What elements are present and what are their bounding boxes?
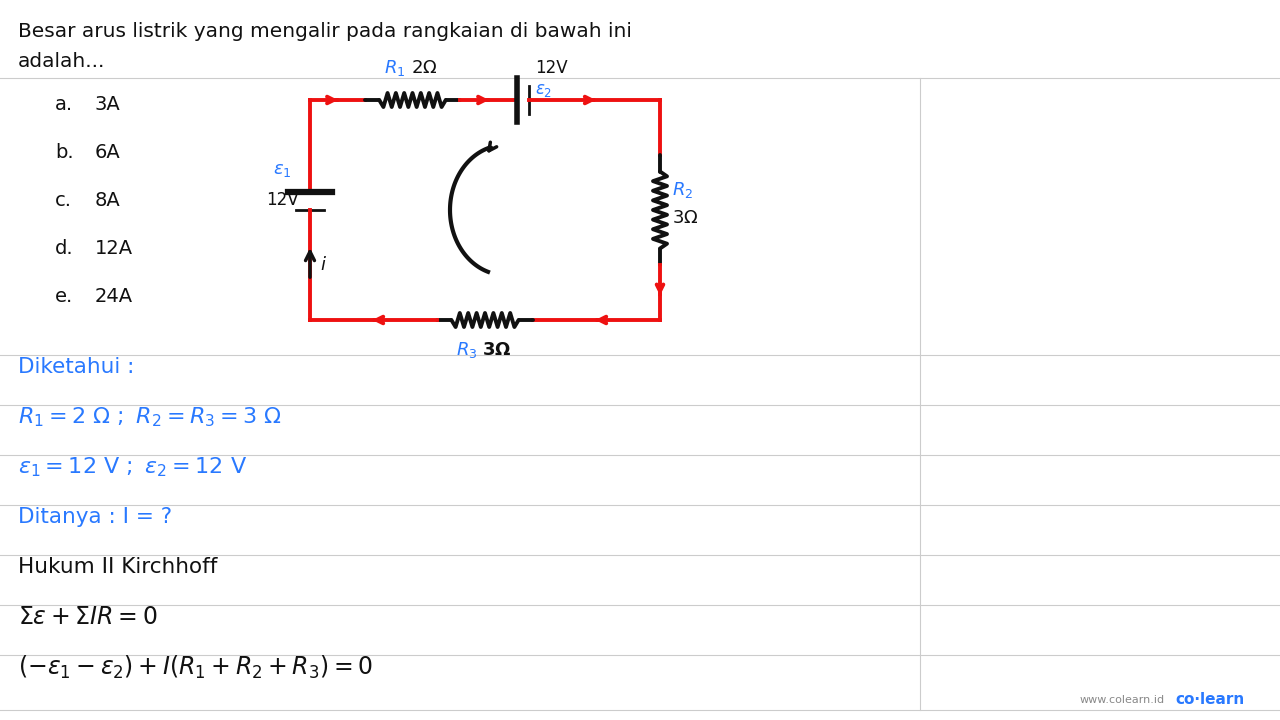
Text: adalah...: adalah... xyxy=(18,52,105,71)
Text: www.colearn.id: www.colearn.id xyxy=(1080,695,1165,705)
Text: Besar arus listrik yang mengalir pada rangkaian di bawah ini: Besar arus listrik yang mengalir pada ra… xyxy=(18,22,632,41)
Text: Hukum II Kirchhoff: Hukum II Kirchhoff xyxy=(18,557,218,577)
Text: 12V: 12V xyxy=(535,59,567,77)
Text: b.: b. xyxy=(55,143,74,162)
Text: Diketahui :: Diketahui : xyxy=(18,357,134,377)
Text: $R_3$: $R_3$ xyxy=(456,340,477,360)
Text: $2\Omega$: $2\Omega$ xyxy=(411,59,438,77)
Text: 12A: 12A xyxy=(95,239,133,258)
Text: 12V: 12V xyxy=(266,191,298,209)
Text: 6A: 6A xyxy=(95,143,120,162)
Text: 8A: 8A xyxy=(95,191,120,210)
Text: e.: e. xyxy=(55,287,73,306)
Text: $\mathbf{3\Omega}$: $\mathbf{3\Omega}$ xyxy=(483,341,512,359)
Text: a.: a. xyxy=(55,95,73,114)
Text: 24A: 24A xyxy=(95,287,133,306)
Text: $R_2$: $R_2$ xyxy=(672,180,694,200)
Text: $\varepsilon_1 = 12\ \mathrm{V}\ ;\ \varepsilon_2 = 12\ \mathrm{V}$: $\varepsilon_1 = 12\ \mathrm{V}\ ;\ \var… xyxy=(18,455,247,479)
Text: $\varepsilon_2$: $\varepsilon_2$ xyxy=(535,81,552,99)
Text: $R_1 = 2\ \Omega\ ;\ R_2 = R_3 = 3\ \Omega$: $R_1 = 2\ \Omega\ ;\ R_2 = R_3 = 3\ \Ome… xyxy=(18,405,282,429)
Text: $\Sigma\varepsilon + \Sigma IR = 0$: $\Sigma\varepsilon + \Sigma IR = 0$ xyxy=(18,605,157,629)
Text: co·learn: co·learn xyxy=(1175,693,1244,708)
Text: $\varepsilon_1$: $\varepsilon_1$ xyxy=(273,161,292,179)
Text: i: i xyxy=(320,256,325,274)
Text: $3\Omega$: $3\Omega$ xyxy=(672,209,699,227)
Text: d.: d. xyxy=(55,239,74,258)
Text: Ditanya : I = ?: Ditanya : I = ? xyxy=(18,507,172,527)
Text: $R_1$: $R_1$ xyxy=(384,58,406,78)
Text: 3A: 3A xyxy=(95,95,120,114)
Text: $(-\varepsilon_1 - \varepsilon_2) + I(R_1 + R_2 + R_3) = 0$: $(-\varepsilon_1 - \varepsilon_2) + I(R_… xyxy=(18,654,372,680)
Text: c.: c. xyxy=(55,191,72,210)
